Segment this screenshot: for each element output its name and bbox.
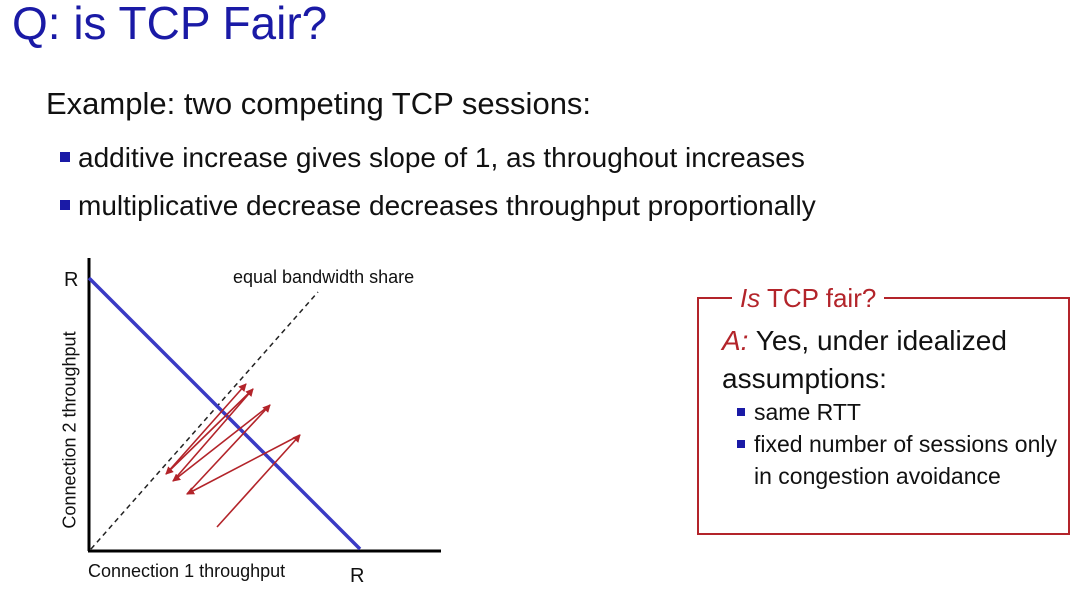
bullet-text: additive increase gives slope of 1, as t… bbox=[78, 142, 805, 173]
trajectory-arrow bbox=[186, 434, 301, 495]
bullet-square-icon bbox=[737, 408, 745, 416]
trajectory-arrow bbox=[172, 388, 254, 482]
x-axis-label: Connection 1 throughput bbox=[88, 561, 286, 581]
assumption-item: fixed number of sessions only in congest… bbox=[737, 428, 1067, 492]
answer-text: Yes, under idealized assumptions: bbox=[722, 325, 1007, 394]
trajectory-arrow bbox=[165, 388, 254, 475]
slide-title: Q: is TCP Fair? bbox=[12, 0, 328, 49]
slide-subtitle: Example: two competing TCP sessions: bbox=[46, 86, 592, 121]
trajectory-arrow bbox=[186, 404, 271, 495]
bullet-text: multiplicative decrease decreases throug… bbox=[78, 190, 816, 221]
bullet-square-icon bbox=[60, 151, 70, 162]
fairness-title-italic: Is bbox=[740, 283, 761, 313]
y-axis-label: Connection 2 throughput bbox=[59, 331, 80, 529]
y-axis-max-label: R bbox=[64, 269, 79, 291]
fairness-box-title: Is TCP fair? bbox=[732, 283, 885, 314]
answer-prefix: A: bbox=[722, 325, 749, 356]
bullet-item: additive increase gives slope of 1, as t… bbox=[60, 142, 805, 174]
throughput-trajectory bbox=[165, 383, 301, 528]
assumption-item: same RTT bbox=[737, 396, 1067, 428]
equal-share-line bbox=[90, 291, 319, 550]
fairness-answer: A: Yes, under idealized assumptions: bbox=[722, 322, 1062, 398]
capacity-line bbox=[87, 276, 362, 551]
assumption-text: fixed number of sessions only in congest… bbox=[754, 431, 1057, 489]
bullet-square-icon bbox=[737, 440, 745, 448]
trajectory-arrow bbox=[165, 383, 247, 475]
trajectory-arrow bbox=[172, 404, 271, 482]
trajectory-arrow bbox=[216, 434, 301, 528]
bullet-item: multiplicative decrease decreases throug… bbox=[60, 190, 816, 222]
bullet-square-icon bbox=[60, 199, 70, 210]
x-axis-max-label: R bbox=[350, 565, 365, 587]
fairness-title-rest: TCP fair? bbox=[760, 283, 877, 313]
assumption-text: same RTT bbox=[754, 399, 861, 425]
equal-share-label: equal bandwidth share bbox=[233, 267, 415, 287]
